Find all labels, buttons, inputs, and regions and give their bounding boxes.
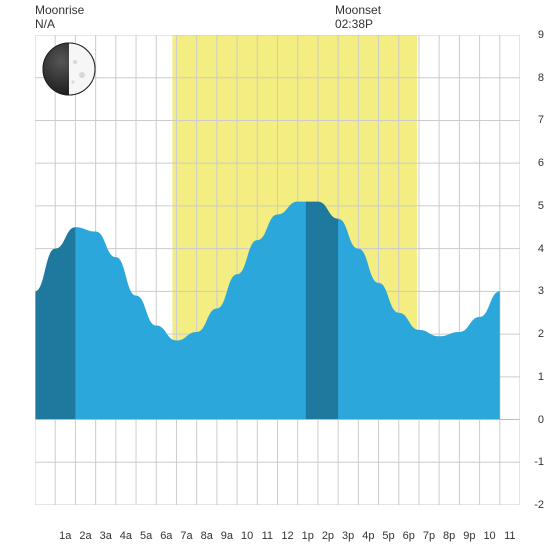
x-tick-label: 2p: [318, 530, 338, 542]
y-tick-label: 3: [538, 285, 544, 297]
x-tick-label: 5p: [378, 530, 398, 542]
x-tick-label: [35, 530, 55, 542]
x-axis-labels: 1a2a3a4a5a6a7a8a9a1011121p2p3p4p5p6p7p8p…: [35, 530, 520, 542]
y-tick-label: 0: [538, 414, 544, 426]
x-tick-label: 4p: [358, 530, 378, 542]
x-tick-label: 9a: [217, 530, 237, 542]
x-tick-label: 3a: [96, 530, 116, 542]
y-tick-label: 5: [538, 200, 544, 212]
y-tick-label: 7: [538, 114, 544, 126]
y-tick-label: 9: [538, 29, 544, 41]
x-tick-label: 5a: [136, 530, 156, 542]
y-tick-label: 1: [538, 371, 544, 383]
x-tick-label: 10: [237, 530, 257, 542]
moonrise-label: Moonrise: [35, 3, 335, 17]
moon-phase-icon: [42, 42, 96, 96]
x-tick-label: 6p: [399, 530, 419, 542]
y-tick-label: 6: [538, 157, 544, 169]
x-tick-label: 1a: [55, 530, 75, 542]
moonset-value: 02:38P: [335, 17, 381, 31]
y-tick-label: 4: [538, 243, 544, 255]
y-tick-label: -1: [534, 456, 544, 468]
x-tick-label: 3p: [338, 530, 358, 542]
moonset-label: Moonset: [335, 3, 381, 17]
chart-header: Moonrise N/A Moonset 02:38P: [0, 0, 550, 31]
x-tick-label: 11: [500, 530, 520, 542]
x-tick-label: 11: [257, 530, 277, 542]
chart-plot-area: [35, 35, 520, 505]
x-tick-label: 8a: [197, 530, 217, 542]
moonrise-value: N/A: [35, 17, 335, 31]
x-tick-label: 2a: [75, 530, 95, 542]
x-tick-label: 12: [277, 530, 297, 542]
x-tick-label: 6a: [156, 530, 176, 542]
x-tick-label: 10: [479, 530, 499, 542]
y-tick-label: 8: [538, 72, 544, 84]
x-tick-label: 7a: [176, 530, 196, 542]
chart-svg: [35, 35, 520, 505]
moonrise-block: Moonrise N/A: [35, 3, 335, 31]
x-tick-label: 7p: [419, 530, 439, 542]
x-tick-label: 1p: [298, 530, 318, 542]
y-tick-label: 2: [538, 328, 544, 340]
moonset-block: Moonset 02:38P: [335, 3, 381, 31]
x-tick-label: 9p: [459, 530, 479, 542]
x-tick-label: 4a: [116, 530, 136, 542]
tide-chart-container: Moonrise N/A Moonset 02:38P: [0, 0, 550, 550]
x-tick-label: 8p: [439, 530, 459, 542]
y-tick-label: -2: [534, 499, 544, 511]
